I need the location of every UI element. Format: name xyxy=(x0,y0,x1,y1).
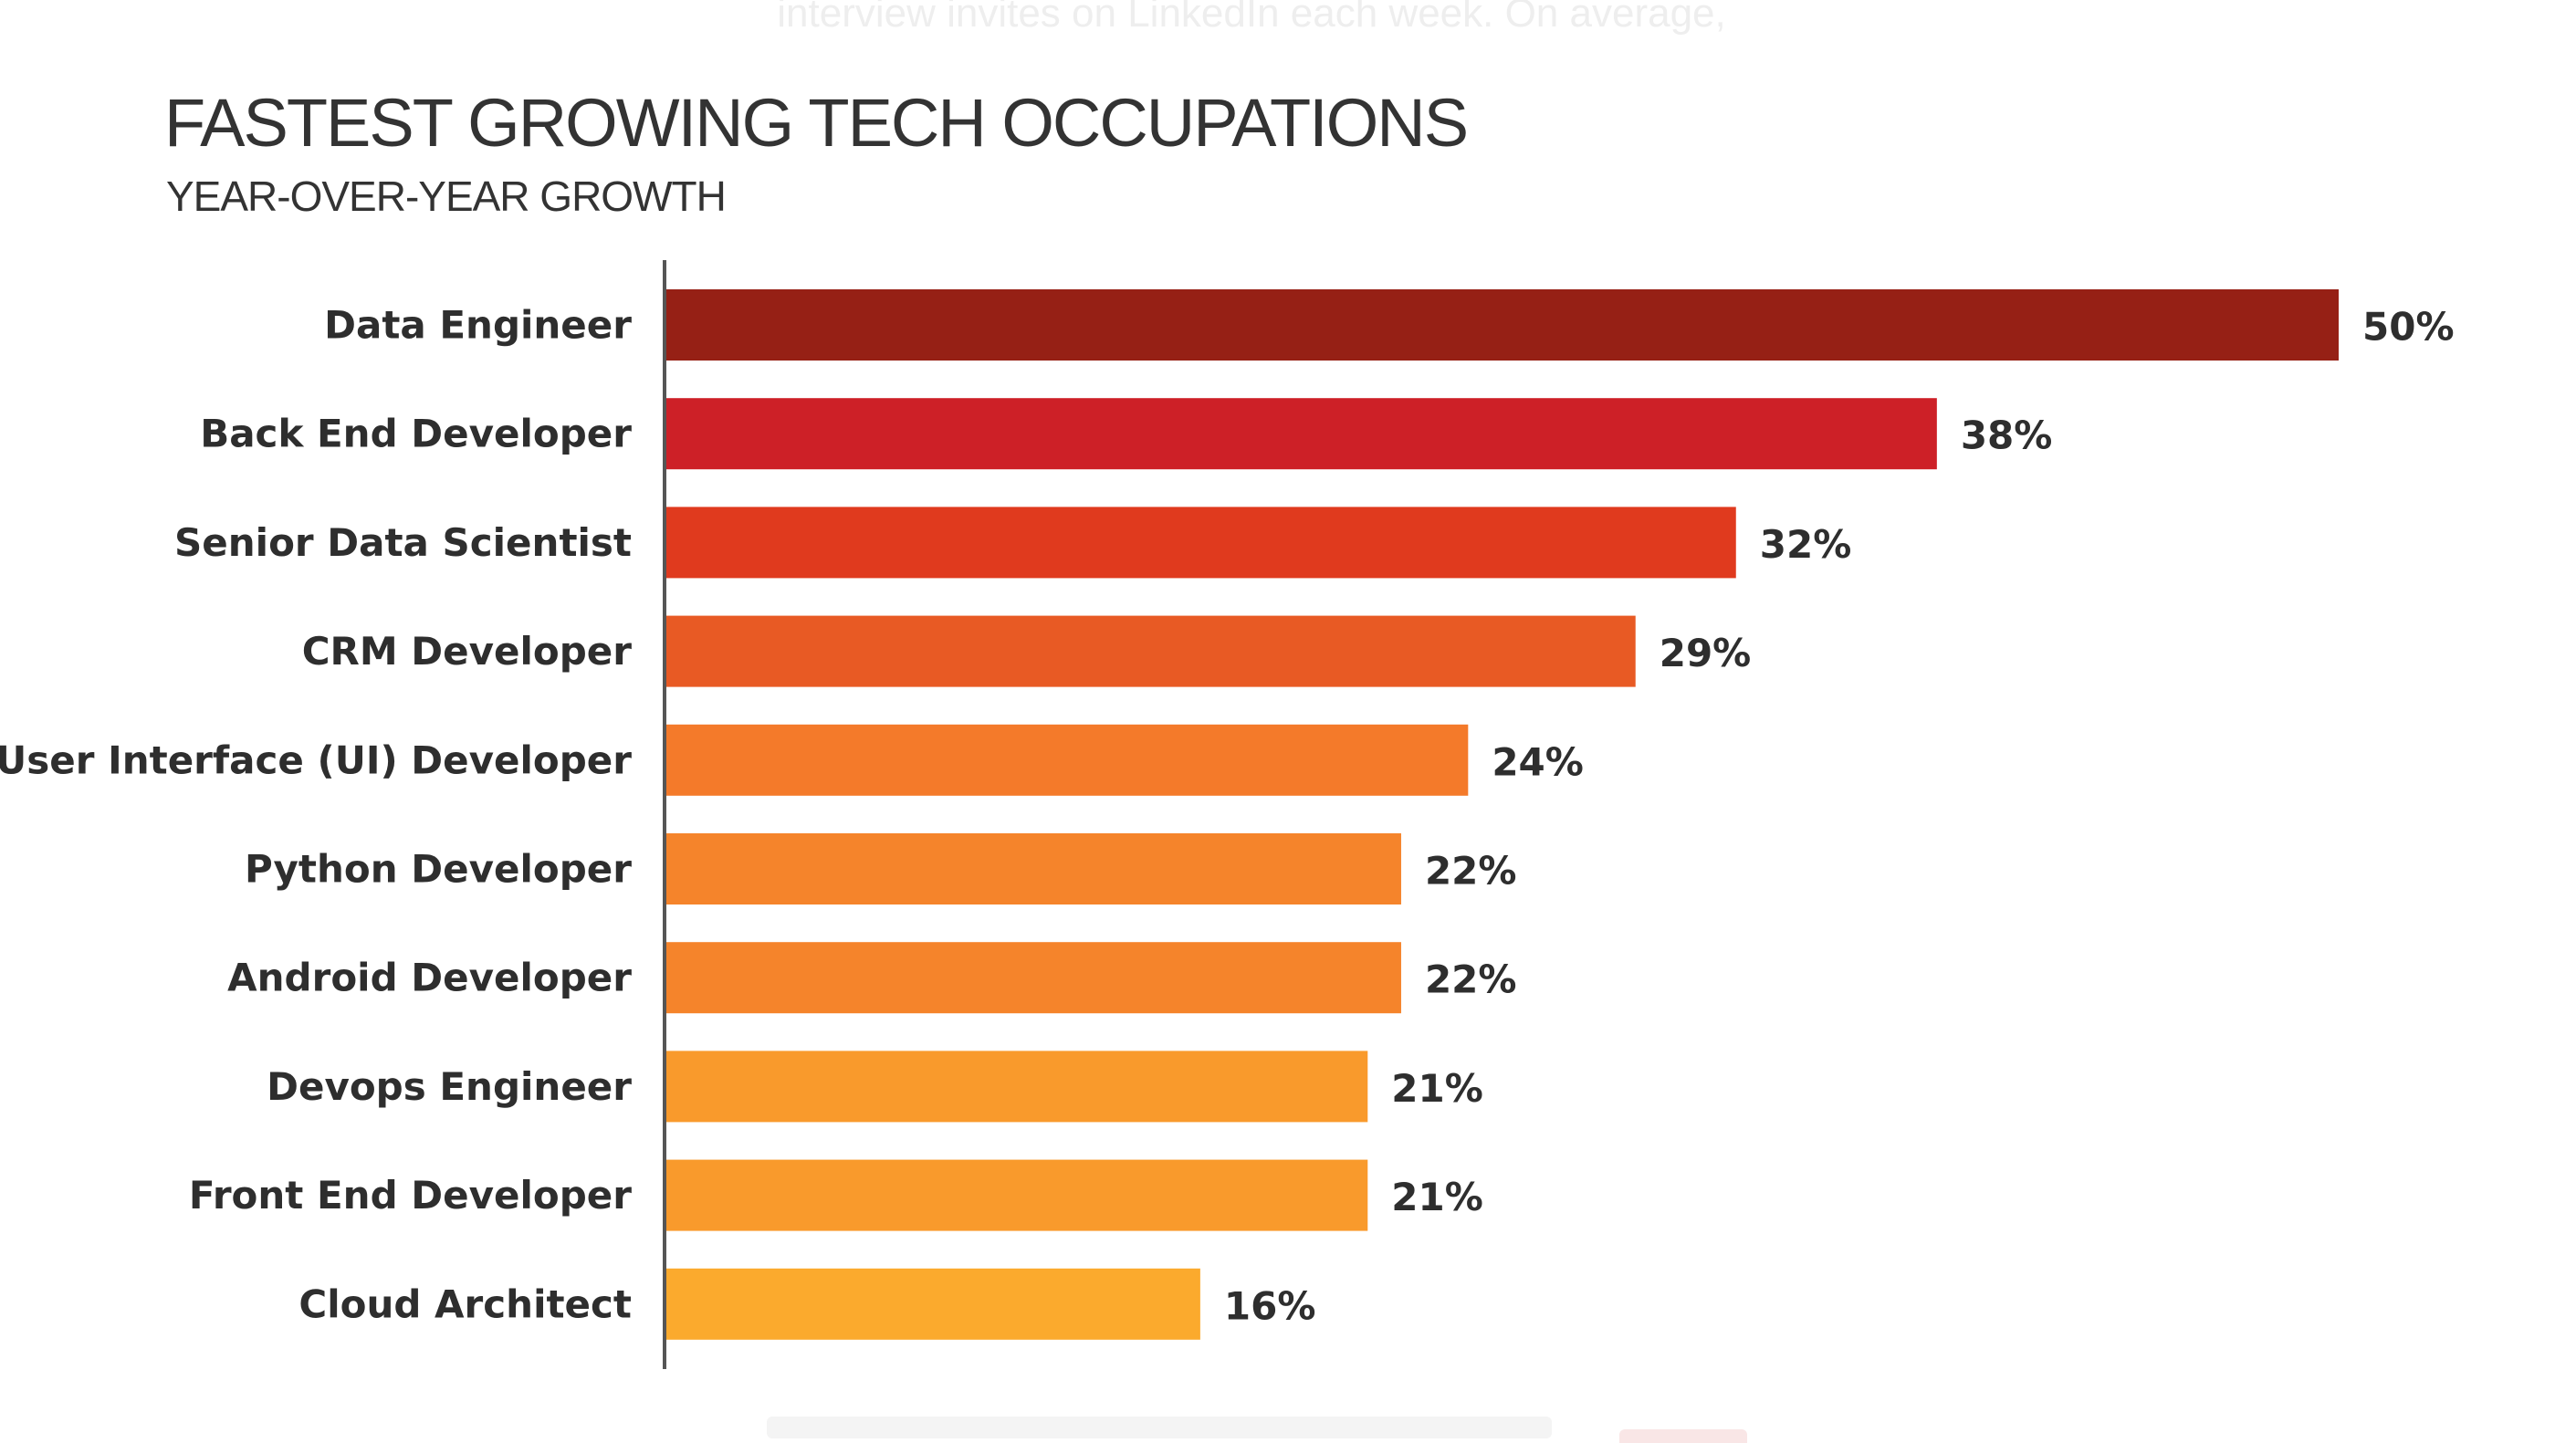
faded-footer-text xyxy=(767,1417,1552,1438)
bar xyxy=(665,724,1469,796)
value-label: 16% xyxy=(1224,1283,1316,1328)
bar xyxy=(665,1268,1200,1340)
value-label: 50% xyxy=(2362,305,2455,350)
value-label: 22% xyxy=(1425,957,1517,1002)
chart-title: FASTEST GROWING TECH OCCUPATIONS xyxy=(164,85,1469,161)
bar xyxy=(665,615,1636,687)
bar xyxy=(665,942,1401,1014)
bar xyxy=(665,289,2339,361)
value-label: 24% xyxy=(1492,739,1584,784)
category-label: CRM Developer xyxy=(302,629,633,674)
bar xyxy=(665,398,1937,470)
category-label: Data Engineer xyxy=(324,303,632,348)
value-label: 22% xyxy=(1425,849,1517,894)
bar xyxy=(665,833,1401,904)
category-label: Devops Engineer xyxy=(267,1064,632,1109)
value-label: 29% xyxy=(1660,631,1752,675)
category-label: Cloud Architect xyxy=(298,1281,632,1326)
bar xyxy=(665,507,1736,579)
category-label: User Interface (UI) Developer xyxy=(0,737,632,782)
category-label: Android Developer xyxy=(227,956,632,1000)
chart-subtitle: YEAR-OVER-YEAR GROWTH xyxy=(166,173,727,220)
faded-footer-accent xyxy=(1619,1429,1747,1443)
category-label: Back End Developer xyxy=(200,412,632,456)
category-label: Front End Developer xyxy=(189,1173,632,1218)
value-label: 38% xyxy=(1961,413,2053,458)
bar xyxy=(665,1159,1368,1231)
category-label: Python Developer xyxy=(245,847,632,892)
category-label: Senior Data Scientist xyxy=(174,520,632,565)
value-label: 21% xyxy=(1391,1175,1483,1219)
value-label: 21% xyxy=(1391,1066,1483,1111)
bar xyxy=(665,1051,1368,1123)
value-label: 32% xyxy=(1760,522,1852,567)
